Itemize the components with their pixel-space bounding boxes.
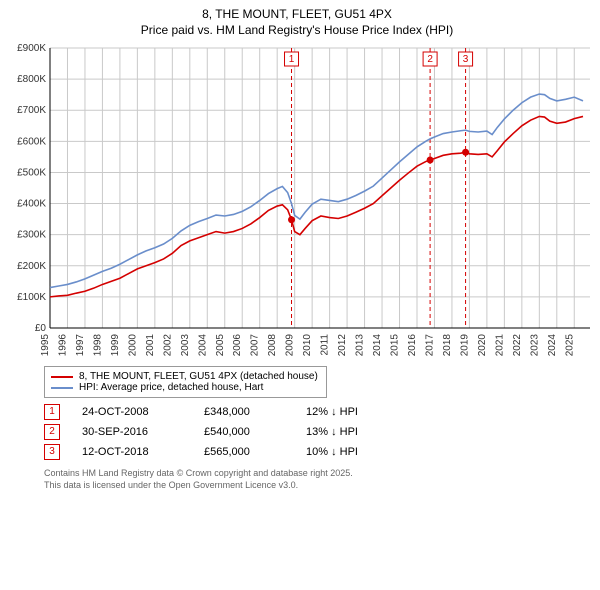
svg-text:2020: 2020 xyxy=(477,334,488,357)
legend-swatch xyxy=(51,387,73,389)
svg-text:2014: 2014 xyxy=(372,334,383,357)
svg-text:1999: 1999 xyxy=(110,334,121,357)
svg-text:2009: 2009 xyxy=(285,334,296,357)
svg-text:2013: 2013 xyxy=(355,334,366,357)
svg-text:2005: 2005 xyxy=(215,334,226,357)
svg-text:1998: 1998 xyxy=(92,334,103,357)
svg-text:£900K: £900K xyxy=(17,43,46,54)
footer-text: Contains HM Land Registry data © Crown c… xyxy=(44,468,594,491)
svg-text:£500K: £500K xyxy=(17,168,46,179)
svg-text:2: 2 xyxy=(427,54,433,65)
svg-text:2023: 2023 xyxy=(529,334,540,357)
legend-label: 8, THE MOUNT, FLEET, GU51 4PX (detached … xyxy=(79,371,318,382)
svg-text:3: 3 xyxy=(463,54,469,65)
event-date: 12-OCT-2018 xyxy=(82,442,182,462)
legend-row: 8, THE MOUNT, FLEET, GU51 4PX (detached … xyxy=(51,371,318,382)
svg-text:2015: 2015 xyxy=(390,334,401,357)
event-number: 3 xyxy=(44,444,60,460)
event-price: £540,000 xyxy=(204,422,284,442)
svg-text:2011: 2011 xyxy=(320,334,331,356)
legend-label: HPI: Average price, detached house, Hart xyxy=(79,382,263,393)
svg-text:2016: 2016 xyxy=(407,334,418,357)
svg-text:1995: 1995 xyxy=(40,334,51,357)
svg-text:1997: 1997 xyxy=(75,334,86,357)
svg-text:£400K: £400K xyxy=(17,199,46,210)
svg-text:2021: 2021 xyxy=(494,334,505,357)
event-date: 24-OCT-2008 xyxy=(82,402,182,422)
svg-text:2025: 2025 xyxy=(564,334,575,357)
svg-text:2000: 2000 xyxy=(127,334,138,357)
event-price: £565,000 xyxy=(204,442,284,462)
svg-text:2007: 2007 xyxy=(250,334,261,357)
svg-text:£200K: £200K xyxy=(17,261,46,272)
svg-text:2001: 2001 xyxy=(145,334,156,357)
legend-row: HPI: Average price, detached house, Hart xyxy=(51,382,318,393)
svg-text:£700K: £700K xyxy=(17,106,46,117)
svg-text:2002: 2002 xyxy=(162,334,173,357)
svg-text:2012: 2012 xyxy=(337,334,348,357)
event-date: 30-SEP-2016 xyxy=(82,422,182,442)
svg-text:2004: 2004 xyxy=(197,334,208,357)
svg-text:2003: 2003 xyxy=(180,334,191,357)
event-delta: 13% ↓ HPI xyxy=(306,422,358,442)
event-delta: 10% ↓ HPI xyxy=(306,442,358,462)
event-row: 2 30-SEP-2016 £540,000 13% ↓ HPI xyxy=(44,422,594,442)
events-list: 1 24-OCT-2008 £348,000 12% ↓ HPI 2 30-SEP-201… xyxy=(44,402,594,462)
price-chart: £0 £100K £200K £300K £400K £500K £600K £700K £80… xyxy=(6,42,594,362)
svg-text:1: 1 xyxy=(289,54,295,65)
svg-text:2022: 2022 xyxy=(512,334,523,357)
event-row: 3 12-OCT-2018 £565,000 10% ↓ HPI xyxy=(44,442,594,462)
event-number: 1 xyxy=(44,404,60,420)
event-delta: 12% ↓ HPI xyxy=(306,402,358,422)
svg-text:1996: 1996 xyxy=(57,334,68,357)
footer-line-2: This data is licensed under the Open Gov… xyxy=(44,480,594,492)
svg-text:2019: 2019 xyxy=(459,334,470,357)
title-line-1: 8, THE MOUNT, FLEET, GU51 4PX xyxy=(0,6,594,22)
svg-text:2008: 2008 xyxy=(267,334,278,357)
svg-text:2018: 2018 xyxy=(442,334,453,357)
legend: 8, THE MOUNT, FLEET, GU51 4PX (detached … xyxy=(44,366,327,398)
svg-text:£800K: £800K xyxy=(17,74,46,85)
svg-text:£300K: £300K xyxy=(17,230,46,241)
svg-text:2006: 2006 xyxy=(232,334,243,357)
svg-text:£100K: £100K xyxy=(17,292,46,303)
event-row: 1 24-OCT-2008 £348,000 12% ↓ HPI xyxy=(44,402,594,422)
svg-text:2024: 2024 xyxy=(547,334,558,357)
svg-text:2017: 2017 xyxy=(424,334,435,357)
svg-text:£0: £0 xyxy=(35,323,47,334)
title-line-2: Price paid vs. HM Land Registry's House … xyxy=(0,22,594,38)
svg-text:2010: 2010 xyxy=(302,334,313,357)
svg-text:£600K: £600K xyxy=(17,137,46,148)
event-number: 2 xyxy=(44,424,60,440)
footer-line-1: Contains HM Land Registry data © Crown c… xyxy=(44,468,594,480)
event-price: £348,000 xyxy=(204,402,284,422)
legend-swatch xyxy=(51,376,73,378)
